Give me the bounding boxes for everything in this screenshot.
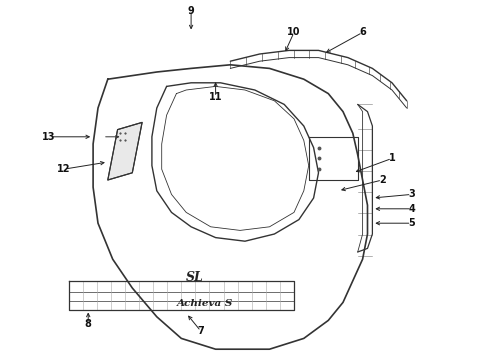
Text: 7: 7 <box>197 326 204 336</box>
Text: 3: 3 <box>408 189 415 199</box>
Text: 4: 4 <box>408 204 415 214</box>
Text: 8: 8 <box>85 319 92 329</box>
Text: 2: 2 <box>379 175 386 185</box>
Text: 9: 9 <box>188 6 195 16</box>
Text: Achieva S: Achieva S <box>176 299 233 308</box>
Text: 5: 5 <box>408 218 415 228</box>
Text: 10: 10 <box>287 27 301 37</box>
Text: 1: 1 <box>389 153 395 163</box>
Text: 12: 12 <box>57 164 71 174</box>
Text: 13: 13 <box>42 132 56 142</box>
Text: 11: 11 <box>209 92 222 102</box>
Text: 6: 6 <box>359 27 366 37</box>
Polygon shape <box>108 122 142 180</box>
Text: SL: SL <box>186 271 204 284</box>
